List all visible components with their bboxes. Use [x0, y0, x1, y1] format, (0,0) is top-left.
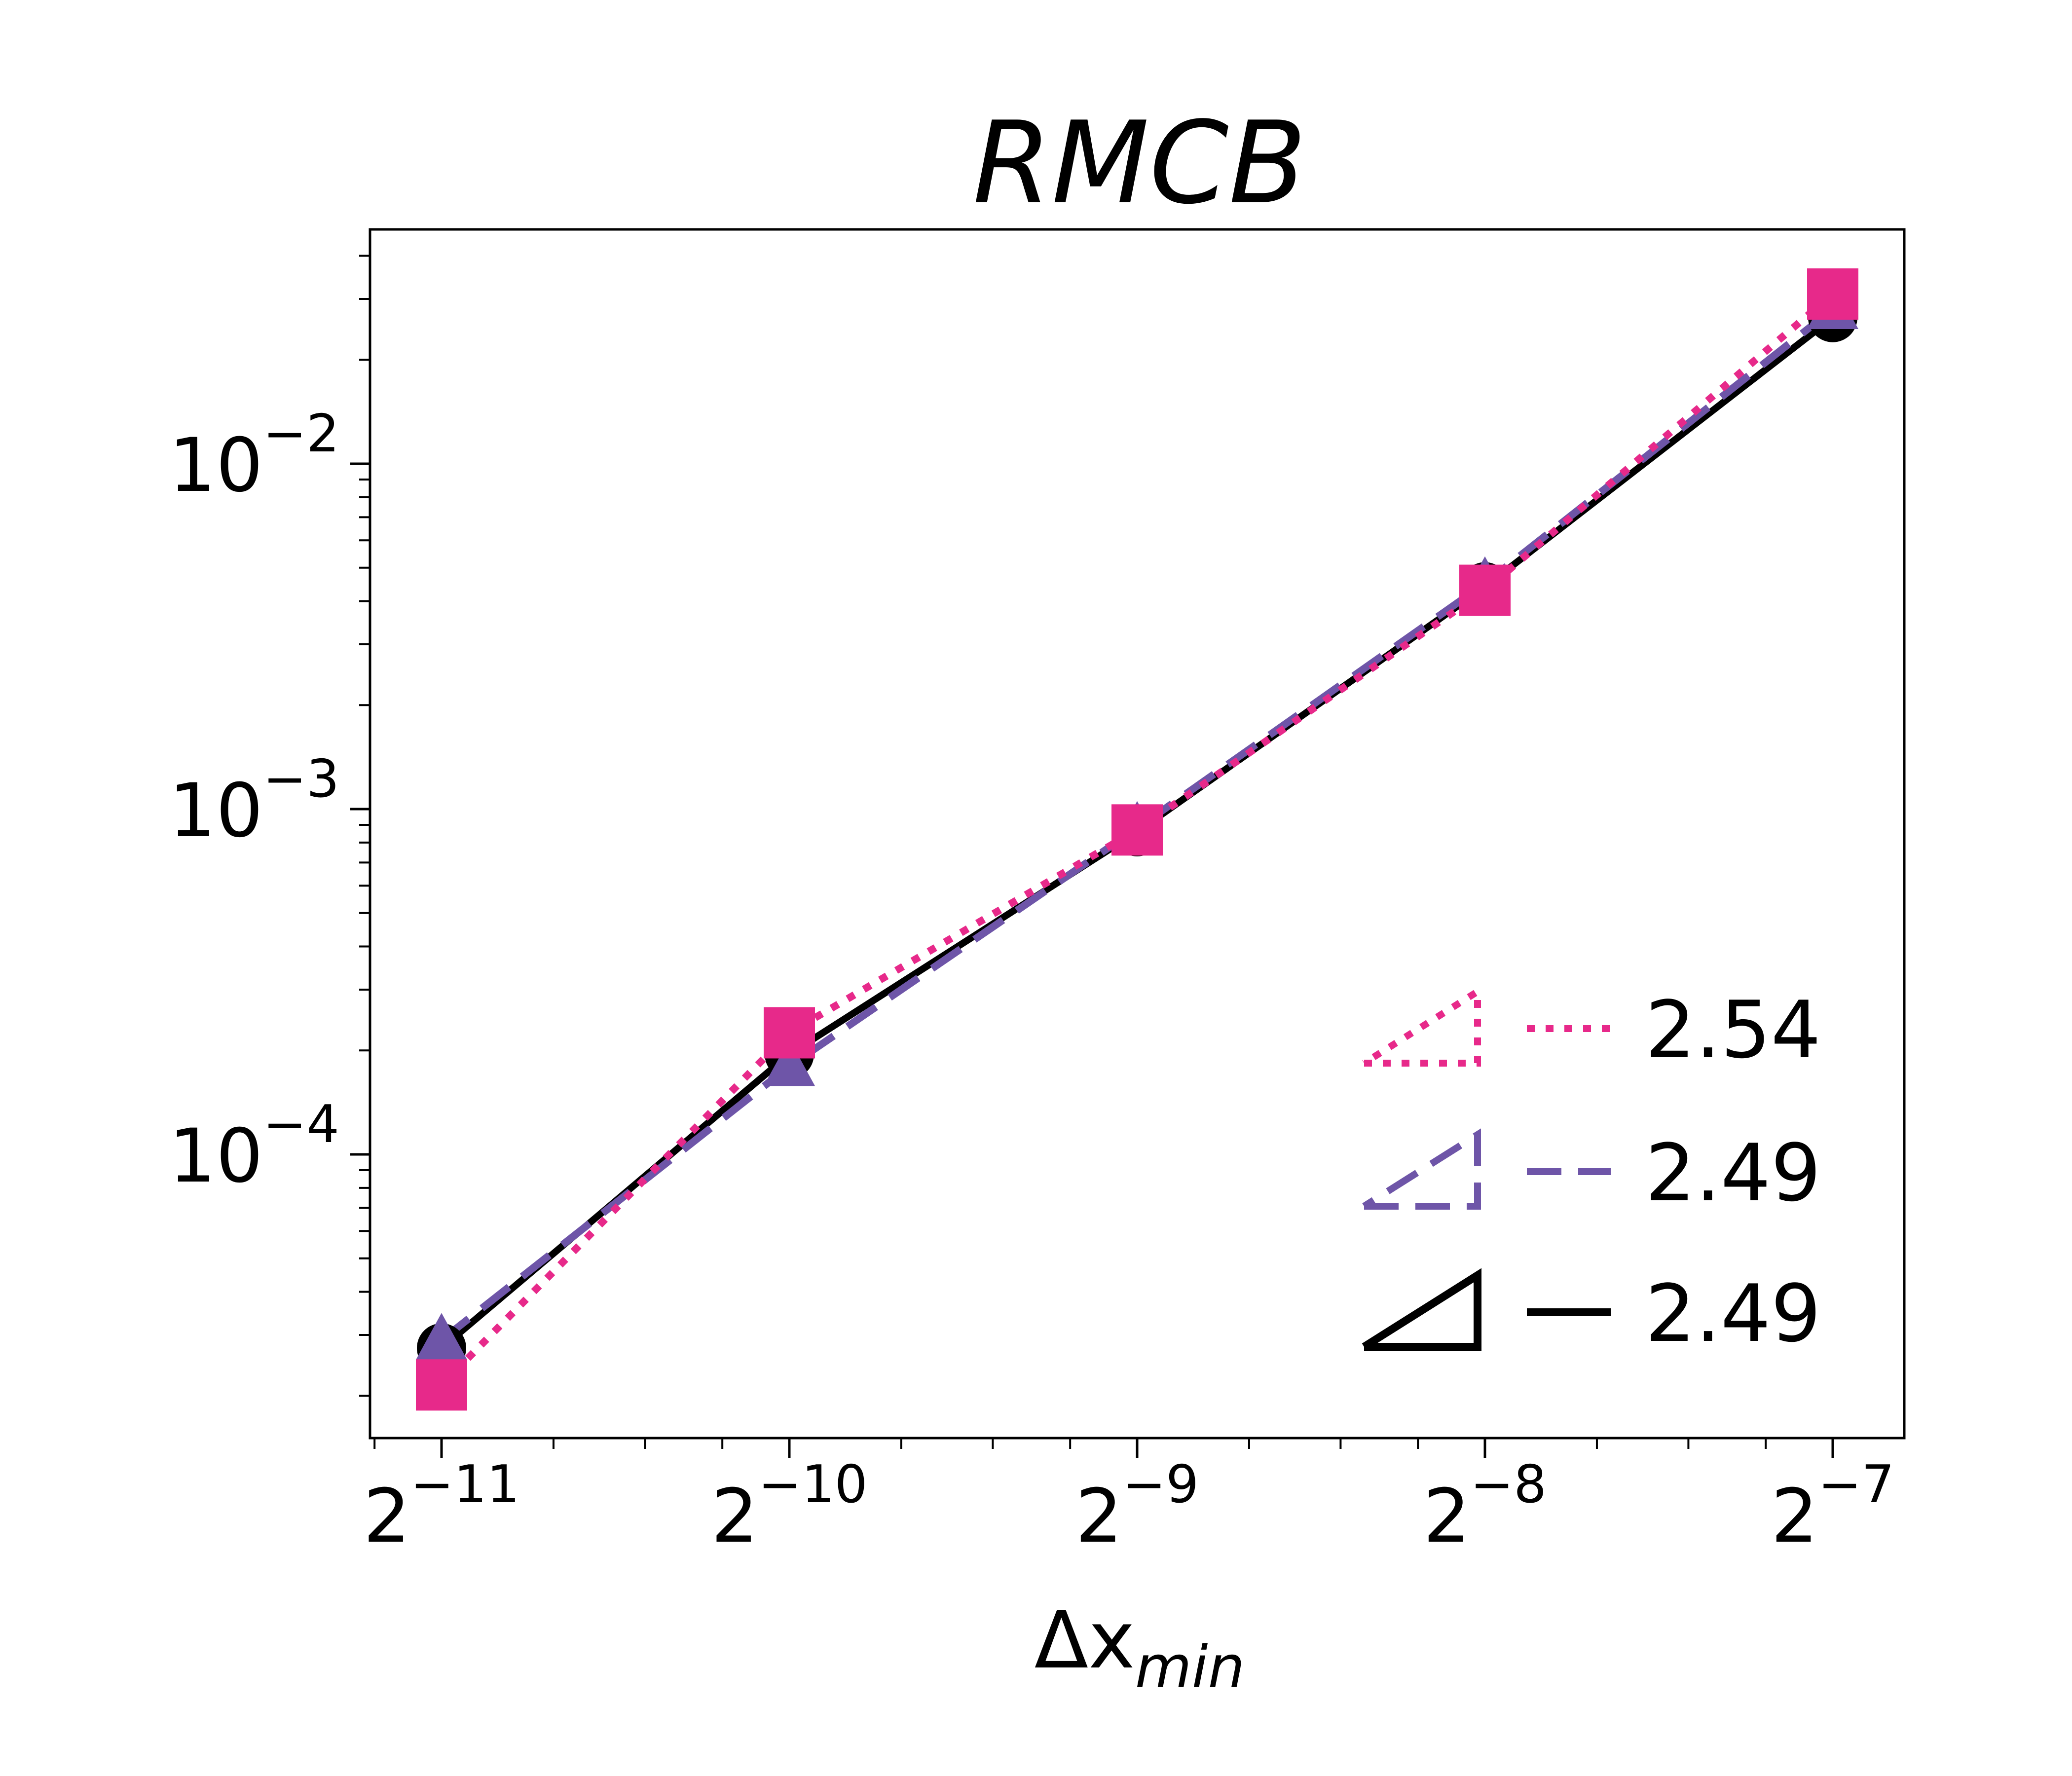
legend-rate-label: 2.49 — [1645, 1127, 1821, 1219]
legend-slope-triangle — [1362, 1128, 1481, 1210]
square-marker — [1807, 268, 1858, 320]
legend-slope-triangle — [1362, 985, 1481, 1067]
minor-ticks — [359, 255, 1767, 1449]
square-marker — [1459, 564, 1511, 616]
x-axis-label: Δxmin — [1035, 1594, 1245, 1701]
y-tick-label: 10−2 — [169, 404, 339, 509]
square-marker — [1111, 804, 1163, 856]
series-line-2 — [439, 306, 1835, 1343]
x-tick-label: 2−9 — [1075, 1454, 1199, 1559]
x-axis-label-sub: min — [1135, 1633, 1245, 1701]
legend-rate-label: 2.54 — [1645, 984, 1821, 1076]
chart-title: RMCB — [973, 98, 1307, 229]
square-marker — [416, 1359, 467, 1411]
x-tick-label: 2−7 — [1771, 1454, 1894, 1559]
x-tick-label: 2−10 — [711, 1454, 867, 1559]
square-marker — [764, 1007, 815, 1059]
x-tick-label: 2−8 — [1423, 1454, 1547, 1559]
y-tick-label: 10−3 — [169, 749, 339, 854]
legend: 2.54 2.49 2.49 — [1362, 984, 1821, 1360]
y-tick-label: 10−4 — [169, 1094, 339, 1199]
x-tick-label: 2−11 — [363, 1454, 519, 1559]
major-ticks: 10−4 10−3 10−2 2−11 2−10 2−9 2−8 2−7 — [169, 404, 1894, 1559]
legend-rate-label: 2.49 — [1645, 1267, 1821, 1360]
x-axis-label-main: Δx — [1035, 1594, 1135, 1686]
triangle-marker — [764, 1039, 815, 1086]
data-markers — [416, 268, 1858, 1411]
triangle-marker — [416, 1313, 467, 1360]
legend-slope-triangle — [1362, 1268, 1481, 1351]
